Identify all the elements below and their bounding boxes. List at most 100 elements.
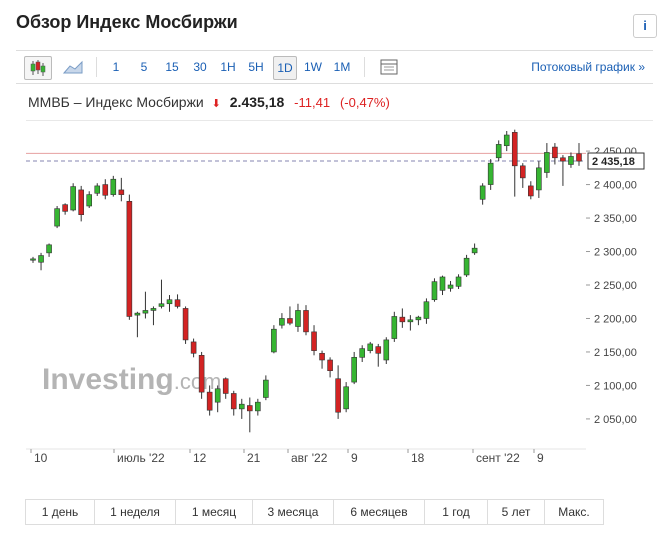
x-tick-label: 9	[537, 451, 544, 465]
period-1w[interactable]: 1 неделя	[94, 499, 176, 525]
period-6m[interactable]: 6 месяцев	[333, 499, 425, 525]
period-1y[interactable]: 1 год	[424, 499, 488, 525]
period-max[interactable]: Макс.	[544, 499, 604, 525]
interval-1[interactable]: 1	[112, 60, 120, 74]
candle-body	[263, 379, 269, 398]
x-tick-label: 21	[247, 451, 261, 465]
x-tick-label: июль '22	[117, 451, 165, 465]
y-tick-label: 2 300,00	[594, 247, 637, 259]
chart-toolbar: 1 5 15 30 1H 5H 1D 1W 1M Потоковый графи…	[16, 50, 653, 84]
interval-1h[interactable]: 1H	[220, 60, 236, 74]
candlestick-icon[interactable]	[24, 56, 52, 80]
period-1m[interactable]: 1 месяц	[175, 499, 253, 525]
candle-body	[552, 146, 558, 159]
candle-body	[311, 331, 317, 351]
y-tick-label: 2 350,00	[594, 213, 637, 225]
candle-body	[327, 359, 333, 372]
candle-body	[511, 132, 518, 167]
y-tick-label: 2 050,00	[594, 414, 637, 426]
candle-body	[479, 185, 486, 200]
instrument-name: ММВБ – Индекс Мосбиржи	[28, 94, 204, 110]
candle-body	[54, 208, 60, 227]
streaming-chart-link[interactable]: Потоковый график »	[531, 60, 645, 74]
last-price-label: 2 435,18	[592, 156, 635, 168]
candle-body	[528, 185, 534, 197]
chart-frame: Investing.com 2 450,00 2 400,00 2 350,00 2 3…	[26, 120, 653, 466]
candle-body	[279, 318, 285, 326]
candle-body	[455, 276, 462, 287]
quote-header: ММВБ – Индекс Мосбиржи ⬇ 2.435,18 -11,41…	[28, 94, 390, 110]
interval-15[interactable]: 15	[165, 60, 179, 74]
interval-1d[interactable]: 1D	[273, 56, 297, 80]
info-button[interactable]: i	[633, 14, 657, 38]
candle-body	[230, 393, 237, 410]
candle-body	[423, 301, 430, 319]
candle-body	[367, 343, 374, 351]
candle-body	[391, 316, 398, 339]
candle-body	[383, 339, 390, 361]
candle-body	[222, 378, 229, 394]
candle-body	[166, 299, 173, 305]
candle-body	[247, 405, 253, 412]
candle-body	[255, 401, 261, 412]
x-tick-label: авг '22	[291, 451, 328, 465]
candle-body	[78, 189, 84, 215]
candle-body	[102, 184, 109, 196]
x-tick-label: 9	[351, 451, 358, 465]
last-price-box	[587, 152, 645, 170]
y-tick-label: 2 250,00	[594, 280, 637, 292]
candle-body	[134, 312, 141, 316]
interval-1w[interactable]: 1W	[304, 60, 322, 74]
y-tick-label: 2 200,00	[594, 313, 637, 325]
candle-body	[118, 189, 125, 195]
candle-body	[287, 318, 293, 324]
candle-body	[359, 348, 365, 358]
candle-body	[503, 134, 510, 147]
candle-body	[343, 386, 349, 410]
y-tick-label: 2 400,00	[594, 180, 637, 192]
page-title: Обзор Индекс Мосбиржи	[16, 12, 238, 32]
candle-body	[463, 257, 470, 276]
candle-body	[544, 152, 550, 173]
candle-body	[351, 357, 357, 383]
interval-5[interactable]: 5	[140, 60, 148, 74]
y-tick-label: 2 100,00	[594, 380, 637, 392]
down-arrow-icon: ⬇	[211, 98, 221, 110]
candle-body	[447, 284, 454, 289]
candle-body	[46, 244, 52, 254]
candle-body	[38, 255, 44, 263]
candle-body	[190, 341, 197, 354]
watermark: Investing.com	[42, 363, 221, 396]
candle-body	[110, 178, 117, 195]
chart-settings-icon[interactable]	[376, 56, 402, 78]
candle-body	[70, 186, 76, 211]
candle-body	[62, 204, 68, 212]
candle-body	[536, 167, 542, 191]
candle-body	[174, 299, 181, 307]
x-tick-label: 18	[411, 451, 425, 465]
candle-body	[471, 247, 478, 254]
candle-body	[198, 355, 205, 393]
interval-1m[interactable]: 1M	[333, 60, 351, 74]
interval-30[interactable]: 30	[193, 60, 207, 74]
candle-body	[495, 144, 502, 159]
interval-5h[interactable]: 5H	[248, 60, 264, 74]
candle-body	[182, 308, 189, 341]
price-change: -11,41	[294, 95, 331, 110]
period-1d[interactable]: 1 день	[25, 499, 95, 525]
x-tick-label: сент '22	[476, 451, 520, 465]
candle-body	[94, 185, 101, 194]
candle-body	[335, 378, 341, 413]
candle-body	[415, 316, 422, 321]
area-chart-icon[interactable]	[60, 56, 86, 78]
period-5y[interactable]: 5 лет	[487, 499, 545, 525]
period-3m[interactable]: 3 месяца	[252, 499, 334, 525]
candle-body	[206, 391, 213, 411]
candle-body	[158, 303, 165, 307]
candle-body	[431, 281, 438, 301]
candle-body	[576, 153, 582, 162]
last-price: 2.435,18	[229, 94, 285, 110]
candle-body	[150, 308, 157, 311]
candle-body	[319, 352, 325, 361]
